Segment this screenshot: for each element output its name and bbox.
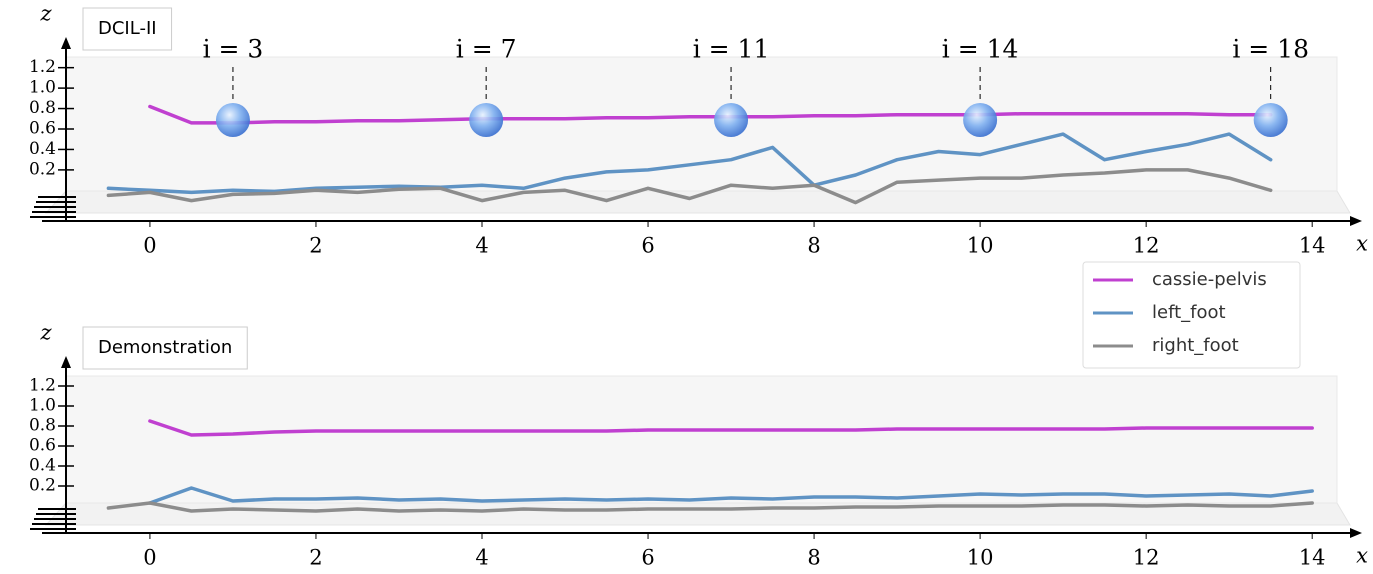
z-tick-label: 1.2 bbox=[29, 57, 56, 77]
z-tick-label: 1.0 bbox=[29, 396, 56, 416]
x-axis-label: x bbox=[1356, 544, 1368, 568]
z-tick-label: 0.6 bbox=[29, 119, 56, 139]
x-tick-label: 4 bbox=[475, 234, 488, 258]
z-axis-label: z bbox=[39, 2, 52, 26]
legend-label: cassie-pelvis bbox=[1152, 269, 1267, 290]
x-tick-label: 8 bbox=[807, 546, 820, 570]
x-tick-label: 0 bbox=[143, 546, 156, 570]
x-axis-label: x bbox=[1356, 232, 1368, 256]
x-tick-label: 2 bbox=[309, 546, 322, 570]
z-tick-label: 1.2 bbox=[29, 376, 56, 396]
x-tick-label: 12 bbox=[1133, 546, 1160, 570]
goal-sphere bbox=[215, 103, 250, 137]
goal-sphere bbox=[714, 103, 749, 137]
back-wall bbox=[65, 56, 1338, 192]
z-tick-label: 0.4 bbox=[29, 139, 56, 159]
series-line bbox=[106, 132, 1273, 195]
x-tick-label: 8 bbox=[807, 234, 820, 258]
back-wall bbox=[65, 375, 1338, 504]
chart: x z 0 2 4 6 8 10 12 14 0.20.40.60.81.01.2 Demonstra… bbox=[29, 321, 1368, 570]
series-line bbox=[106, 501, 1314, 513]
title-box bbox=[82, 326, 248, 370]
annotation: i = 3 bbox=[203, 35, 264, 64]
chart: x z 0 2 4 6 8 10 12 14 0.20.40.60.81.01.2 DCIL-II i … bbox=[29, 2, 1368, 369]
series-line bbox=[148, 486, 1314, 505]
z-axis-label: z bbox=[39, 321, 52, 345]
series-line bbox=[148, 104, 1273, 125]
z-tick-label: 0.6 bbox=[29, 436, 56, 456]
legend-label: left_foot bbox=[1152, 302, 1226, 323]
x-tick-label: 10 bbox=[967, 546, 994, 570]
z-tick-label: 0.8 bbox=[29, 416, 56, 436]
goal-sphere bbox=[1253, 103, 1288, 137]
goal-sphere bbox=[469, 103, 504, 137]
annotation: i = 11 bbox=[693, 35, 770, 64]
annotation: i = 7 bbox=[456, 35, 517, 64]
goal-sphere bbox=[963, 103, 998, 137]
x-tick-label: 14 bbox=[1299, 234, 1326, 258]
legend-label: right_foot bbox=[1152, 335, 1239, 356]
z-arrow bbox=[61, 356, 71, 368]
z-tick-label: 0.2 bbox=[29, 476, 56, 496]
x-tick-label: 6 bbox=[641, 234, 654, 258]
z-tick-label: 0.8 bbox=[29, 98, 56, 118]
x-tick-label: 14 bbox=[1299, 546, 1326, 570]
x-tick-label: 2 bbox=[309, 234, 322, 258]
series-line bbox=[148, 419, 1314, 437]
title-box bbox=[82, 7, 173, 51]
z-tick-label: 0.4 bbox=[29, 456, 56, 476]
chart-title: DCIL-II bbox=[98, 18, 157, 39]
x-arrow bbox=[1350, 528, 1362, 538]
x-tick-label: 12 bbox=[1133, 234, 1160, 258]
x-arrow bbox=[1350, 216, 1362, 226]
chart-title: Demonstration bbox=[98, 337, 232, 358]
annotation: i = 14 bbox=[942, 35, 1019, 64]
x-tick-label: 0 bbox=[143, 234, 156, 258]
x-tick-label: 6 bbox=[641, 546, 654, 570]
annotation: i = 18 bbox=[1232, 35, 1309, 64]
x-tick-label: 10 bbox=[967, 234, 994, 258]
series-line bbox=[106, 168, 1273, 205]
x-tick-label: 4 bbox=[475, 546, 488, 570]
legend-box bbox=[1082, 261, 1301, 369]
z-tick-label: 1.0 bbox=[29, 78, 56, 98]
z-tick-label: 0.2 bbox=[29, 159, 56, 179]
legend: cassie-pelvis left_foot right_foot bbox=[1082, 261, 1301, 369]
z-arrow bbox=[61, 37, 71, 49]
